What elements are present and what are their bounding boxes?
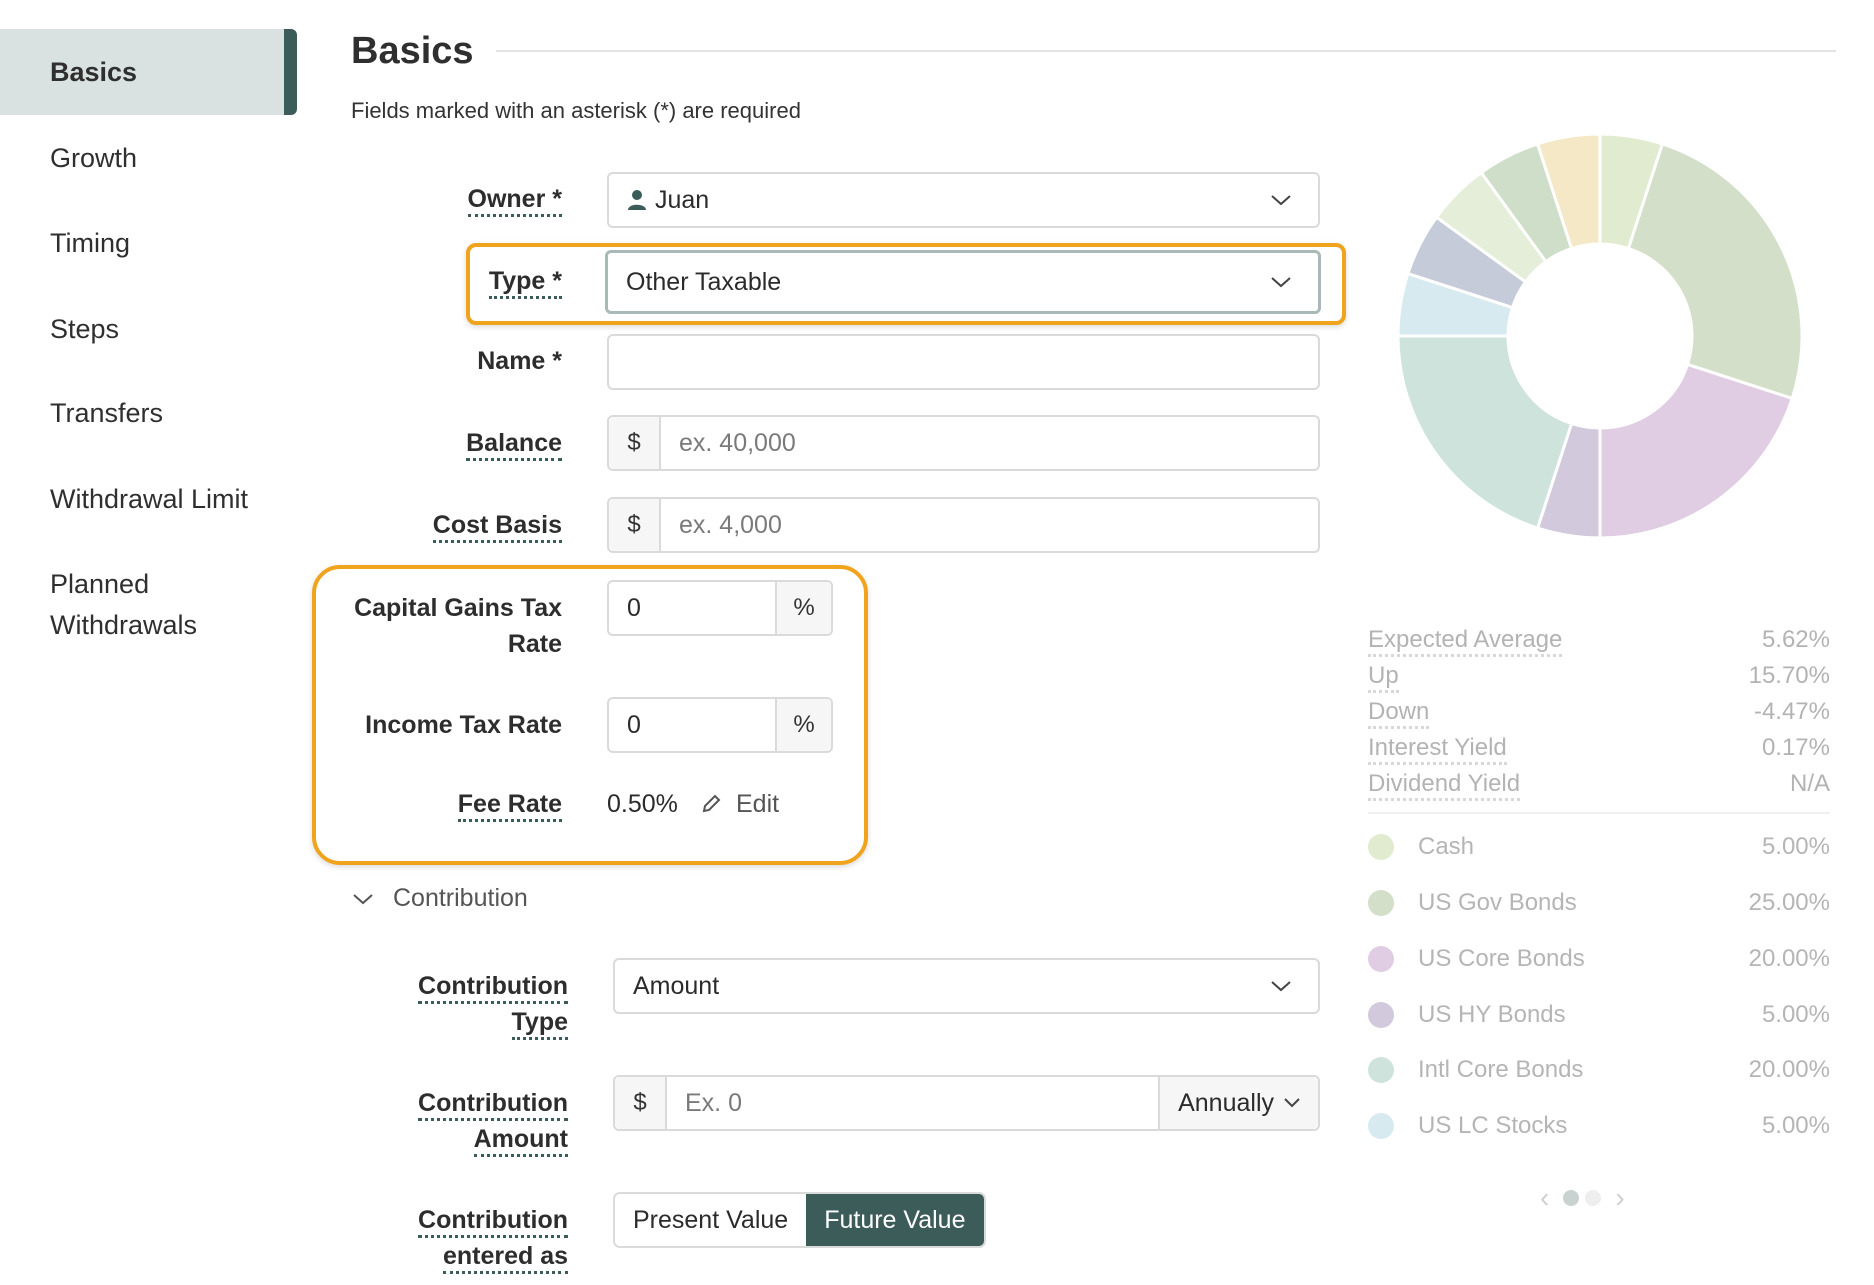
fee-rate-label: Fee Rate xyxy=(400,786,562,822)
stat-interest-yield: Interest Yield 0.17% xyxy=(1368,734,1830,765)
cost-basis-placeholder: ex. 4,000 xyxy=(679,510,782,539)
allocation-donut-chart xyxy=(1396,132,1804,540)
chevron-down-icon xyxy=(1284,1098,1300,1108)
cost-basis-input[interactable]: $ ex. 4,000 xyxy=(607,497,1320,553)
edit-label: Edit xyxy=(736,790,780,818)
legend-item: US HY Bonds 5.00% xyxy=(1368,997,1830,1033)
legend-swatch xyxy=(1368,890,1394,916)
contribution-type-value: Amount xyxy=(633,971,720,1000)
contribution-type-select[interactable]: Amount xyxy=(613,958,1320,1014)
sidebar-item-withdrawal-limit[interactable]: Withdrawal Limit xyxy=(50,484,249,514)
legend-pager: ‹ › xyxy=(1540,1182,1625,1214)
frequency-value: Annually xyxy=(1178,1088,1274,1117)
sidebar-item-timing[interactable]: Timing xyxy=(50,228,131,258)
legend-swatch xyxy=(1368,834,1394,860)
balance-placeholder: ex. 40,000 xyxy=(679,428,796,457)
contribution-type-label: Contribution Type xyxy=(400,968,568,1040)
fee-rate-edit-button[interactable]: Edit xyxy=(700,786,779,822)
capital-gains-label: Capital Gains Tax Rate xyxy=(354,594,562,658)
future-value-button[interactable]: Future Value xyxy=(806,1194,984,1246)
type-highlight xyxy=(466,243,1346,325)
page-dot[interactable] xyxy=(1585,1190,1602,1206)
balance-input[interactable]: $ ex. 40,000 xyxy=(607,415,1320,471)
donut-slice xyxy=(1598,362,1795,540)
income-tax-label: Income Tax Rate xyxy=(365,711,562,739)
donut-slice xyxy=(1626,141,1804,401)
prev-page-button[interactable]: ‹ xyxy=(1540,1182,1550,1213)
percent-suffix: % xyxy=(775,582,831,634)
percent-suffix: % xyxy=(775,699,831,751)
sidebar-item-basics[interactable]: Basics xyxy=(0,29,297,115)
required-note: Fields marked with an asterisk (*) are r… xyxy=(351,98,801,123)
chevron-down-icon xyxy=(1271,981,1291,992)
frequency-select[interactable]: Annually xyxy=(1158,1077,1318,1129)
capital-gains-input[interactable]: 0 % xyxy=(607,580,833,636)
contribution-amount-input[interactable]: $ Ex. 0 Annually xyxy=(613,1075,1320,1131)
tax-rates-highlight xyxy=(312,565,868,865)
stat-expected-average: Expected Average 5.62% xyxy=(1368,626,1830,657)
contribution-section-toggle[interactable]: Contribution xyxy=(351,884,528,913)
capital-gains-value: 0 xyxy=(627,593,641,622)
page-title: Basics xyxy=(351,30,474,72)
next-page-button[interactable]: › xyxy=(1615,1182,1625,1213)
chevron-down-icon xyxy=(353,893,373,904)
contribution-amount-placeholder: Ex. 0 xyxy=(685,1088,742,1117)
contribution-amount-label: Contribution Amount xyxy=(400,1085,568,1157)
legend-item: US Core Bonds 20.00% xyxy=(1368,941,1830,977)
present-value-button[interactable]: Present Value xyxy=(615,1194,807,1246)
page-dot-active[interactable] xyxy=(1563,1190,1580,1206)
name-input[interactable] xyxy=(607,334,1320,390)
contribution-entered-as-label: Contribution entered as xyxy=(400,1202,568,1274)
owner-select[interactable]: Juan xyxy=(607,172,1320,228)
legend-swatch xyxy=(1368,1002,1394,1028)
chevron-down-icon xyxy=(1271,195,1291,206)
value-type-toggle[interactable]: Present Value Future Value xyxy=(613,1192,986,1248)
user-icon xyxy=(628,190,646,210)
stat-dividend-yield: Dividend Yield N/A xyxy=(1368,770,1830,801)
legend-swatch xyxy=(1368,946,1394,972)
owner-value: Juan xyxy=(655,185,710,214)
stat-down: Down -4.47% xyxy=(1368,698,1830,729)
contribution-section-label: Contribution xyxy=(393,884,528,912)
type-select[interactable]: Other Taxable xyxy=(605,250,1321,314)
stats-divider xyxy=(1368,812,1830,814)
chevron-down-icon xyxy=(1271,277,1291,288)
currency-prefix: $ xyxy=(609,499,661,551)
stat-up: Up 15.70% xyxy=(1368,662,1830,693)
legend-item: Intl Core Bonds 20.00% xyxy=(1368,1052,1830,1088)
legend-item: US LC Stocks 5.00% xyxy=(1368,1108,1830,1144)
sidebar-item-transfers[interactable]: Transfers xyxy=(50,398,164,428)
owner-label: Owner * xyxy=(400,181,562,217)
sidebar-item-planned-withdrawals[interactable]: Planned Withdrawals xyxy=(50,569,198,640)
title-divider xyxy=(496,50,1836,52)
income-tax-input[interactable]: 0 % xyxy=(607,697,833,753)
type-value: Other Taxable xyxy=(626,267,782,296)
legend-item: US Gov Bonds 25.00% xyxy=(1368,885,1830,921)
currency-prefix: $ xyxy=(615,1077,667,1129)
fee-rate-value: 0.50% xyxy=(607,790,678,818)
currency-prefix: $ xyxy=(609,417,661,469)
balance-label: Balance xyxy=(400,425,562,461)
donut-slice xyxy=(1396,334,1574,531)
sidebar-item-growth[interactable]: Growth xyxy=(50,143,138,173)
donut-slice xyxy=(1535,132,1602,251)
name-label: Name * xyxy=(477,347,562,375)
pencil-icon xyxy=(702,794,721,813)
cost-basis-label: Cost Basis xyxy=(400,507,562,543)
income-tax-value: 0 xyxy=(627,710,641,739)
legend-swatch xyxy=(1368,1113,1394,1139)
type-label: Type * xyxy=(400,263,562,299)
legend-swatch xyxy=(1368,1057,1394,1083)
legend-item: Cash 5.00% xyxy=(1368,829,1830,865)
sidebar-item-steps[interactable]: Steps xyxy=(50,314,120,344)
